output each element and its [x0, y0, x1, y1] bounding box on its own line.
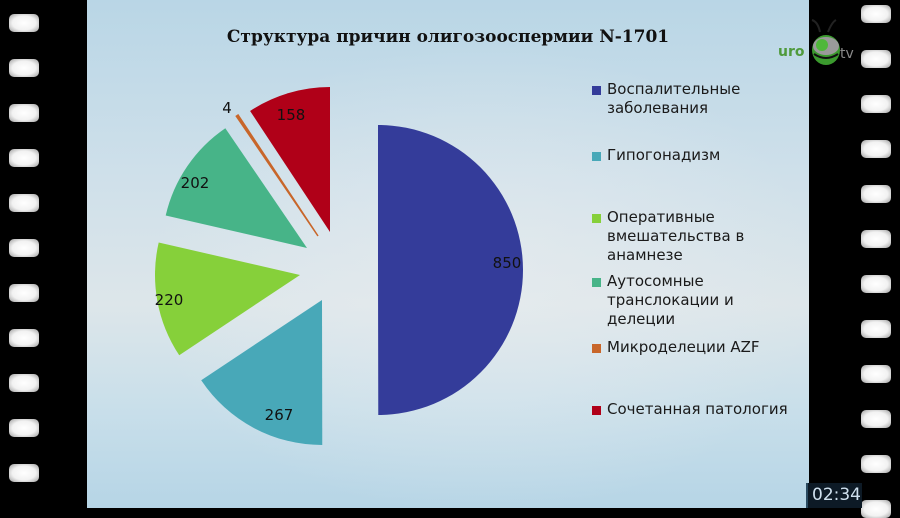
- film-sprocket: [9, 464, 39, 482]
- film-sprocket: [861, 365, 891, 383]
- film-sprocket: [9, 284, 39, 302]
- logo-text-tv: tv: [840, 46, 854, 62]
- film-sprocket: [861, 410, 891, 428]
- film-sprocket: [9, 329, 39, 347]
- bug-icon: [811, 19, 840, 65]
- legend-label: Оперативные вмешательства в анамнезе: [607, 208, 745, 264]
- film-sprocket: [861, 140, 891, 158]
- legend-item-inflammatory: Воспалительные заболевания: [592, 80, 802, 118]
- film-sprocket: [861, 5, 891, 23]
- film-sprocket: [861, 50, 891, 68]
- film-sprocket: [9, 14, 39, 32]
- legend-label: Воспалительные заболевания: [607, 80, 741, 117]
- legend-swatch: [592, 278, 601, 287]
- film-sprocket: [861, 320, 891, 338]
- logo-text-uro: uro: [778, 44, 805, 60]
- slice-autosomal: [165, 128, 307, 248]
- slice-value-label: 4: [222, 99, 232, 117]
- legend-item-combined: Сочетанная патология: [592, 400, 802, 419]
- legend-label: Микроделеции AZF: [607, 338, 760, 356]
- film-sprocket: [861, 500, 891, 518]
- film-sprocket: [861, 95, 891, 113]
- slice-value-label: 202: [181, 174, 210, 192]
- legend-label: Аутосомные транслокации и делеции: [607, 272, 734, 328]
- legend-item-azf: Микроделеции AZF: [592, 338, 802, 357]
- legend-label: Сочетанная патология: [607, 400, 788, 418]
- slice-value-label: 220: [155, 291, 184, 309]
- slice-value-label: 850: [493, 254, 522, 272]
- slice-inflammatory: [378, 125, 524, 415]
- film-sprocket: [9, 419, 39, 437]
- legend-item-hypogonadism: Гипогонадизм: [592, 146, 802, 165]
- film-sprocket: [9, 374, 39, 392]
- slice-combined: [250, 87, 330, 232]
- film-sprocket: [861, 230, 891, 248]
- legend-item-autosomal: Аутосомные транслокации и делеции: [592, 272, 757, 329]
- legend-swatch: [592, 214, 601, 223]
- film-sprocket: [9, 194, 39, 212]
- legend-item-surgery: Оперативные вмешательства в анамнезе: [592, 208, 767, 265]
- slice-surgery: [155, 242, 300, 356]
- film-sprocket: [861, 455, 891, 473]
- legend-swatch: [592, 406, 601, 415]
- pie-chart: 850 267 220 202 4 158: [155, 87, 524, 446]
- film-sprocket: [9, 149, 39, 167]
- legend-swatch: [592, 152, 601, 161]
- playback-timestamp: 02:34: [806, 483, 862, 508]
- legend-swatch: [592, 344, 601, 353]
- film-sprocket: [9, 59, 39, 77]
- slice-value-label: 267: [265, 406, 294, 424]
- slice-hypogonadism: [201, 300, 323, 446]
- legend-label: Гипогонадизм: [607, 146, 721, 164]
- film-sprocket: [9, 239, 39, 257]
- chart-title: Структура причин олигозооспермии N-1701: [226, 27, 670, 47]
- film-strip-left: [0, 0, 87, 508]
- slice-value-label: 158: [277, 106, 306, 124]
- film-sprocket: [861, 275, 891, 293]
- slice-azf: [235, 113, 319, 237]
- uro-tv-logo: uro tv: [778, 18, 858, 78]
- presentation-slide: Структура причин олигозооспермии N-1701 …: [87, 0, 809, 508]
- film-sprocket: [9, 104, 39, 122]
- film-sprocket: [861, 185, 891, 203]
- legend-swatch: [592, 86, 601, 95]
